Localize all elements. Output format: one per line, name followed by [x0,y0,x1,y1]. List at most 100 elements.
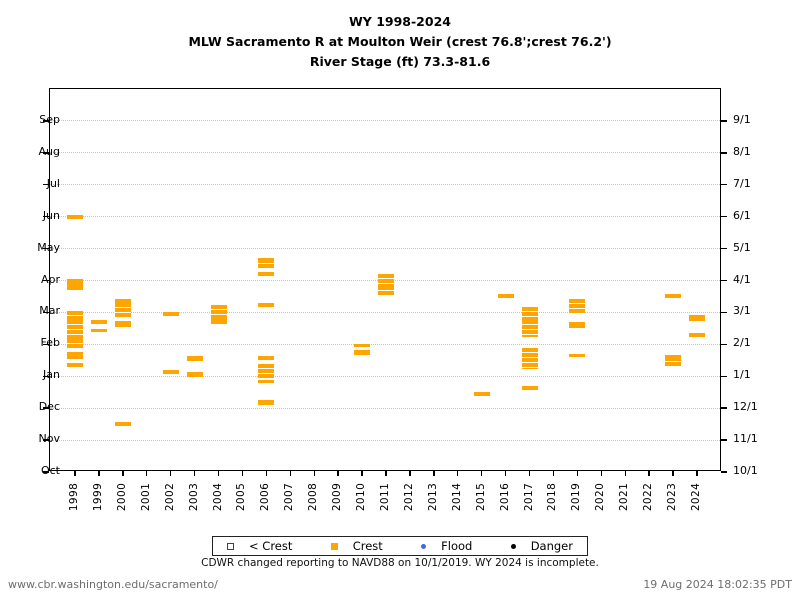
crest-marker [497,294,514,299]
crest-marker [258,400,275,405]
year-tick-label: 2012 [402,482,415,512]
crest-marker [90,320,107,325]
year-tick [433,471,435,476]
month-tick-label: Oct [40,464,60,477]
crest-marker [569,322,586,328]
month-tick [721,407,727,409]
chart-title-line2: MLW Sacramento R at Moulton Weir (crest … [188,34,612,49]
legend-swatch-danger [510,543,516,549]
month-gridline [50,311,720,313]
month-tick-label: Dec [38,400,60,414]
month-tick [43,215,49,218]
year-tick [313,471,315,476]
year-tick [289,471,291,476]
crest-marker [67,355,83,360]
chart-title-line3: River Stage (ft) 73.3-81.6 [309,54,491,69]
date-tick-label: 10/1 [733,464,758,477]
crest-marker [521,386,538,391]
year-tick-label: 2018 [546,482,559,512]
year-tick [457,471,459,476]
year-tick-label: 2011 [379,482,391,512]
year-tick-label: 2004 [211,482,224,512]
month-tick-label: Feb [40,336,60,350]
month-gridline [50,152,720,154]
date-tick-label: 5/1 [733,240,751,254]
chart-title: WY 1998-2024 MLW Sacramento R at Moulton… [0,12,800,72]
year-tick [696,471,698,476]
crest-marker [114,302,131,316]
year-tick [217,471,220,476]
year-tick [146,471,148,476]
footer-timestamp: 19 Aug 2024 18:02:35 PDT [643,578,792,591]
crest-marker [665,355,682,359]
year-tick-label: 2005 [235,482,248,512]
crest-marker [521,306,538,320]
year-tick [528,471,531,476]
year-tick [648,471,650,476]
month-tick [43,120,49,122]
month-tick [43,407,49,409]
date-tick-label: 12/1 [733,400,758,414]
crest-marker [258,364,275,379]
year-tick-label: 2002 [163,482,176,512]
month-tick-label: Apr [40,272,60,286]
month-tick [43,471,49,473]
year-tick-label: 2013 [426,482,439,512]
month-tick [43,375,49,377]
month-tick [721,343,727,346]
year-tick-label: 2008 [307,482,320,512]
crest-marker [162,312,179,317]
crest-marker [665,294,682,299]
year-tick [576,471,579,476]
year-tick-label: 2020 [594,482,607,512]
crest-marker [569,354,586,358]
year-tick [600,471,602,476]
legend-label-flood: Flood [441,539,473,553]
year-tick-label: 2010 [355,482,368,512]
crest-marker [689,315,705,321]
year-tick-label: 2003 [187,482,200,512]
crest-marker [114,298,131,304]
chart-title-line1: WY 1998-2024 [349,14,451,29]
month-tick [721,375,727,377]
month-gridline [50,248,720,250]
year-tick-label: 2015 [474,482,487,512]
legend-swatch-crest [330,542,338,550]
year-tick-label: 2019 [570,482,583,512]
legend-item-crest: Crest [330,539,383,553]
year-tick-label: 1998 [68,482,80,512]
crest-marker [210,318,227,325]
year-tick-label: 2006 [259,482,272,512]
crest-marker [354,343,371,347]
crest-marker [67,310,83,320]
year-tick [265,471,268,476]
crest-marker [258,356,275,361]
month-gridline [50,184,720,186]
month-tick-label: Jan [43,368,60,382]
month-tick [721,120,727,122]
year-tick-label: 2014 [450,482,463,512]
date-tick-label: 11/1 [733,432,758,446]
month-tick [721,471,727,473]
month-tick-label: Jul [46,176,60,190]
date-tick-label: 4/1 [733,272,751,286]
month-gridline [50,407,720,409]
date-tick-label: 2/1 [733,336,751,350]
month-tick-label: May [37,240,60,254]
month-tick-label: Sep [39,112,60,126]
date-tick-label: 7/1 [733,176,751,190]
crest-marker [67,320,83,340]
month-tick [43,247,49,250]
year-tick [504,471,507,476]
month-gridline [50,216,720,218]
month-tick [721,279,727,282]
crest-marker [258,379,275,383]
legend-label-lt-crest: < Crest [249,539,293,553]
year-tick [193,471,196,476]
year-tick [385,471,387,476]
crest-marker [258,302,275,307]
month-gridline [50,120,720,122]
year-tick [337,471,339,476]
crest-marker [186,356,203,362]
